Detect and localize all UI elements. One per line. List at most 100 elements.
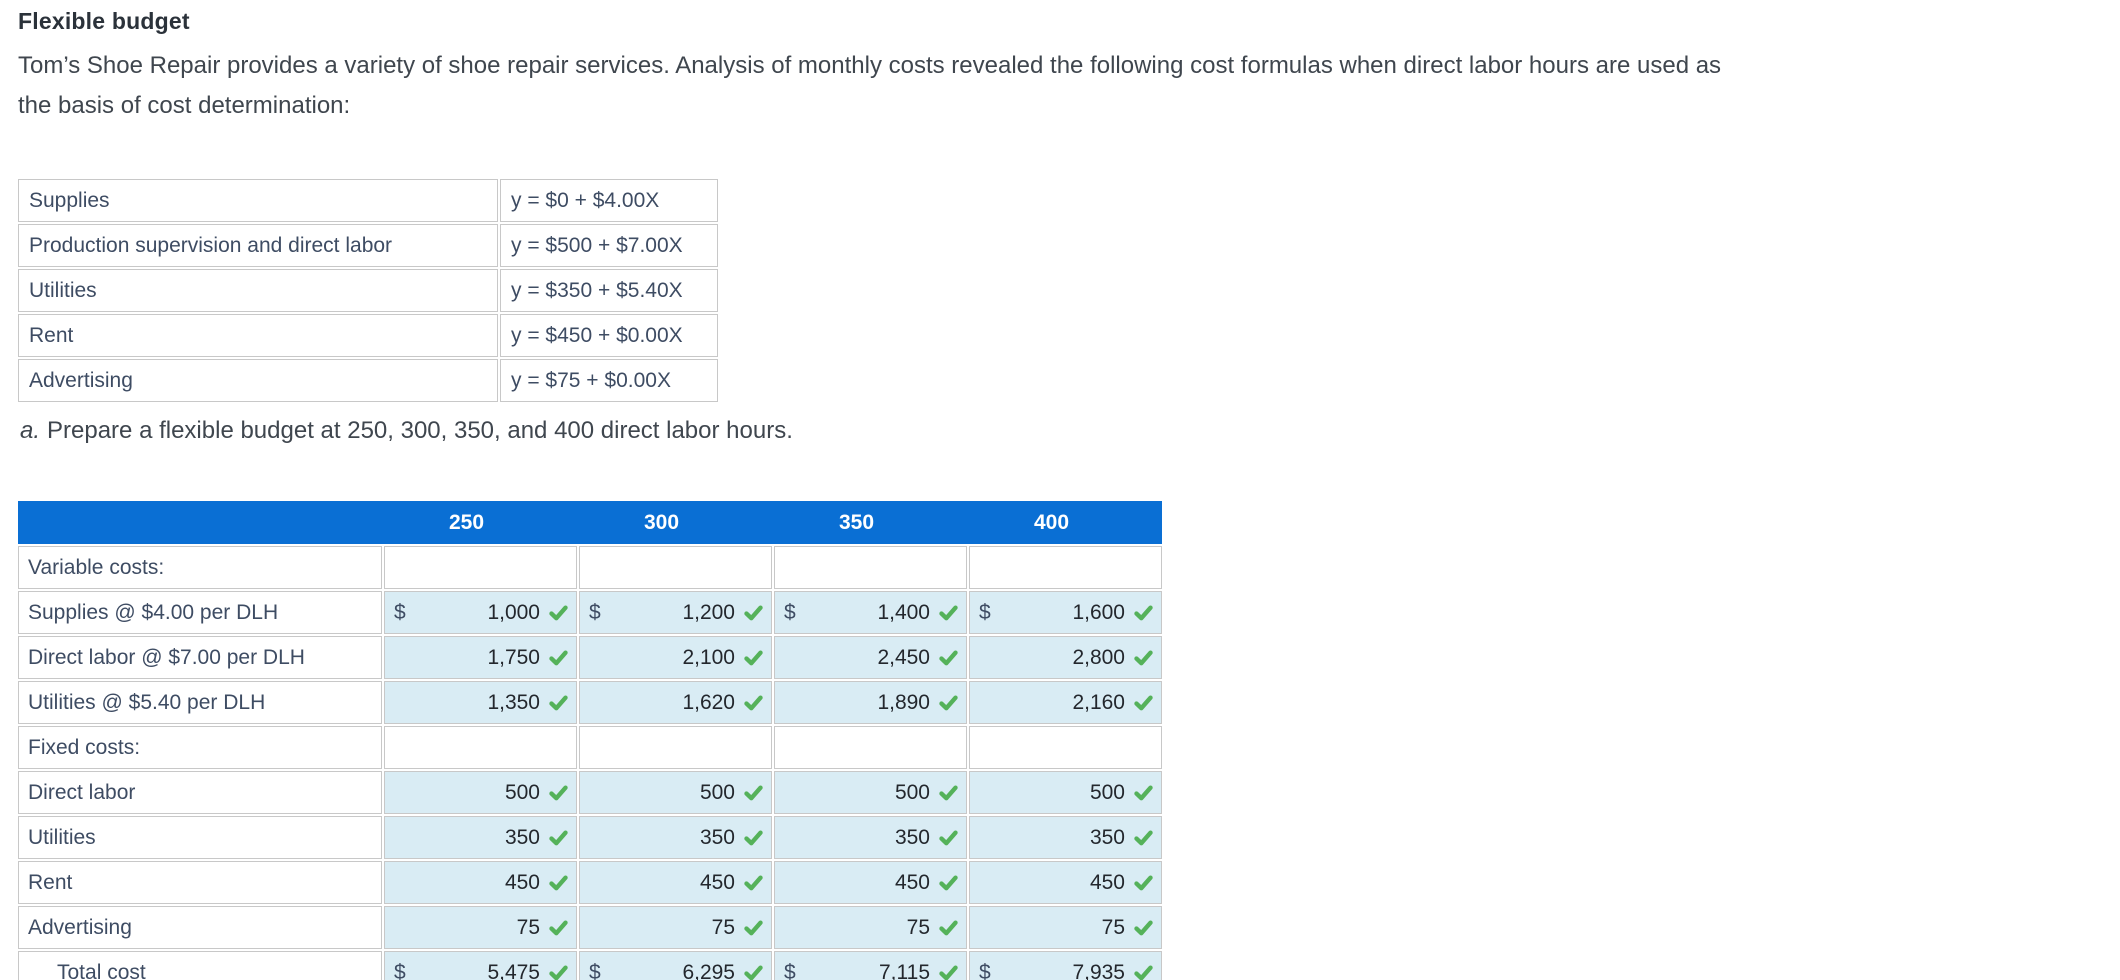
- column-header-dlh: 250: [448, 510, 485, 534]
- value-cell[interactable]: $1,200: [579, 591, 772, 634]
- correct-check-icon: [744, 605, 763, 621]
- cell-value: 2,160: [1072, 690, 1125, 714]
- correct-check-icon: [549, 965, 568, 980]
- intro-line-1: Tom’s Shoe Repair provides a variety of …: [18, 52, 1722, 79]
- cell-value: 450: [699, 870, 735, 894]
- empty-cell: [969, 546, 1162, 589]
- value-cell[interactable]: 500: [384, 771, 577, 814]
- formula-item-label: Rent: [18, 314, 498, 357]
- cell-value: 1,200: [682, 600, 735, 624]
- section-label: Variable costs:: [18, 546, 382, 589]
- cell-value: 2,800: [1072, 645, 1125, 669]
- cell-value: 450: [504, 870, 540, 894]
- cell-value: 1,400: [877, 600, 930, 624]
- correct-check-icon: [939, 830, 958, 846]
- cell-value: 1,350: [487, 690, 540, 714]
- empty-cell: [384, 726, 577, 769]
- row-label: Advertising: [18, 906, 382, 949]
- value-cell[interactable]: 450: [579, 861, 772, 904]
- value-cell[interactable]: 1,350: [384, 681, 577, 724]
- row-label: Utilities: [18, 816, 382, 859]
- cell-value: 1,600: [1072, 600, 1125, 624]
- value-cell[interactable]: $1,600: [969, 591, 1162, 634]
- value-cell[interactable]: $6,295: [579, 951, 772, 980]
- value-cell[interactable]: $7,935: [969, 951, 1162, 980]
- value-cell[interactable]: 75: [579, 906, 772, 949]
- instruction-line: a. Prepare a flexible budget at 250, 300,…: [20, 416, 2104, 446]
- value-cell[interactable]: 450: [969, 861, 1162, 904]
- value-cell[interactable]: $7,115: [774, 951, 967, 980]
- value-cell[interactable]: 350: [774, 816, 967, 859]
- correct-check-icon: [1134, 830, 1153, 846]
- correct-check-icon: [549, 830, 568, 846]
- value-cell[interactable]: 2,450: [774, 636, 967, 679]
- correct-check-icon: [744, 965, 763, 980]
- value-cell[interactable]: 2,100: [579, 636, 772, 679]
- value-cell[interactable]: $5,475: [384, 951, 577, 980]
- dollar-sign: $: [979, 960, 991, 980]
- instruction-text: Prepare a flexible budget at 250, 300, 3…: [47, 417, 793, 444]
- correct-check-icon: [549, 605, 568, 621]
- formula-expression: y = $350 + $5.40X: [500, 269, 718, 312]
- correct-check-icon: [744, 830, 763, 846]
- correct-check-icon: [939, 875, 958, 891]
- column-header-dlh: 300: [643, 510, 680, 534]
- value-cell[interactable]: 75: [969, 906, 1162, 949]
- value-cell[interactable]: $1,000: [384, 591, 577, 634]
- value-cell[interactable]: 350: [384, 816, 577, 859]
- correct-check-icon: [1134, 605, 1153, 621]
- dollar-sign: $: [394, 600, 406, 624]
- row-label: Total cost: [18, 951, 382, 980]
- value-cell[interactable]: 1,890: [774, 681, 967, 724]
- cell-value: 75: [1101, 915, 1125, 939]
- cell-value: 75: [906, 915, 930, 939]
- cell-value: 350: [699, 825, 735, 849]
- intro-line-2: the basis of cost determination:: [18, 92, 351, 119]
- cell-value: 500: [504, 780, 540, 804]
- cell-value: 7,115: [879, 960, 930, 980]
- value-cell[interactable]: 500: [969, 771, 1162, 814]
- value-cell[interactable]: 75: [384, 906, 577, 949]
- correct-check-icon: [744, 695, 763, 711]
- header-spacer-cell: [18, 501, 382, 544]
- empty-cell: [969, 726, 1162, 769]
- formula-expression: y = $75 + $0.00X: [500, 359, 718, 402]
- value-cell[interactable]: $1,400: [774, 591, 967, 634]
- value-cell[interactable]: 350: [969, 816, 1162, 859]
- value-cell[interactable]: 2,160: [969, 681, 1162, 724]
- value-cell[interactable]: 500: [774, 771, 967, 814]
- value-cell[interactable]: 1,620: [579, 681, 772, 724]
- cell-value: 1,620: [682, 690, 735, 714]
- dollar-sign: $: [394, 960, 406, 980]
- correct-check-icon: [1134, 650, 1153, 666]
- instruction-marker: a.: [20, 417, 41, 444]
- value-cell[interactable]: 450: [384, 861, 577, 904]
- dollar-sign: $: [979, 600, 991, 624]
- value-cell[interactable]: 350: [579, 816, 772, 859]
- row-label: Rent: [18, 861, 382, 904]
- correct-check-icon: [744, 650, 763, 666]
- dollar-sign: $: [784, 600, 796, 624]
- empty-cell: [774, 726, 967, 769]
- value-cell[interactable]: 75: [774, 906, 967, 949]
- dollar-sign: $: [589, 960, 601, 980]
- row-label: Direct labor: [18, 771, 382, 814]
- cell-value: 500: [1089, 780, 1125, 804]
- column-header-dlh: 350: [838, 510, 875, 534]
- intro-paragraph: Tom’s Shoe Repair provides a variety of …: [18, 46, 2104, 126]
- dollar-sign: $: [589, 600, 601, 624]
- cell-value: 450: [894, 870, 930, 894]
- correct-check-icon: [1134, 695, 1153, 711]
- formula-expression: y = $0 + $4.00X: [500, 179, 718, 222]
- cell-value: 5,475: [487, 960, 540, 980]
- empty-cell: [579, 726, 772, 769]
- cell-value: 75: [516, 915, 540, 939]
- value-cell[interactable]: 1,750: [384, 636, 577, 679]
- value-cell[interactable]: 450: [774, 861, 967, 904]
- value-cell[interactable]: 500: [579, 771, 772, 814]
- value-cell[interactable]: 2,800: [969, 636, 1162, 679]
- correct-check-icon: [744, 920, 763, 936]
- section-label: Fixed costs:: [18, 726, 382, 769]
- empty-cell: [579, 546, 772, 589]
- cell-value: 1,890: [877, 690, 930, 714]
